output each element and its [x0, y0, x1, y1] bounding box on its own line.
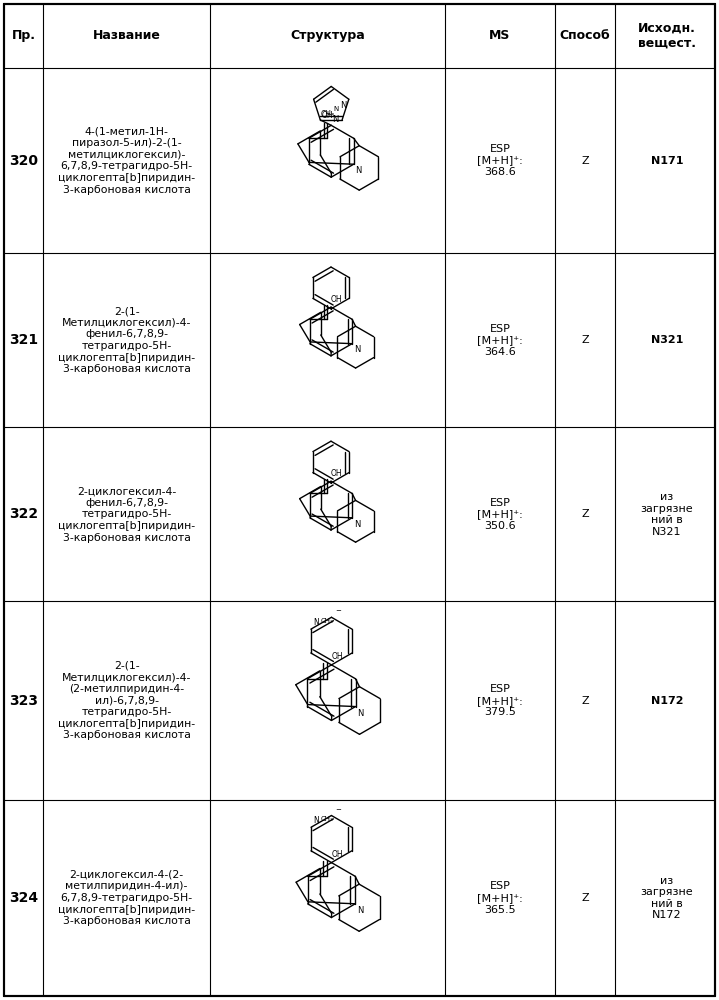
- Text: из
загрязне
ний в
N321: из загрязне ний в N321: [641, 492, 693, 537]
- Text: N: N: [313, 816, 319, 825]
- Text: Название: Название: [93, 29, 160, 42]
- Text: N: N: [333, 106, 339, 112]
- Text: 320: 320: [9, 154, 38, 168]
- Text: Z: Z: [582, 156, 589, 166]
- Text: Исходн.
вещест.: Исходн. вещест.: [638, 22, 696, 50]
- Text: ESP
[M+H]⁺:
350.6: ESP [M+H]⁺: 350.6: [477, 498, 523, 531]
- Text: Структура: Структура: [290, 29, 365, 42]
- Text: CH₃: CH₃: [321, 816, 334, 822]
- Text: Пр.: Пр.: [12, 29, 35, 42]
- Text: N: N: [355, 166, 362, 175]
- Text: 2-циклогексил-4-
фенил-6,7,8,9-
тетрагидро-5Н-
циклогепта[b]пиридин-
3-карбонова: 2-циклогексил-4- фенил-6,7,8,9- тетрагид…: [58, 486, 196, 543]
- Text: 321: 321: [9, 333, 38, 347]
- Text: N: N: [341, 101, 347, 110]
- Text: N172: N172: [651, 696, 683, 706]
- Text: ESP
[M+H]⁺:
365.5: ESP [M+H]⁺: 365.5: [477, 881, 523, 915]
- Text: Z: Z: [582, 893, 589, 903]
- Text: Способ: Способ: [560, 29, 610, 42]
- Text: Z: Z: [582, 335, 589, 345]
- Text: −: −: [335, 807, 342, 813]
- Text: 2-циклогексил-4-(2-
метилпиридин-4-ил)-
6,7,8,9-тетрагидро-5Н-
циклогепта[b]пири: 2-циклогексил-4-(2- метилпиридин-4-ил)- …: [58, 870, 196, 926]
- Text: Z: Z: [582, 696, 589, 706]
- Text: Z: Z: [582, 509, 589, 519]
- Text: N171: N171: [651, 156, 683, 166]
- Text: ESP
[M+H]⁺:
368.6: ESP [M+H]⁺: 368.6: [477, 144, 523, 177]
- Text: ESP
[M+H]⁺:
364.6: ESP [M+H]⁺: 364.6: [477, 324, 523, 357]
- Text: 2-(1-
Метилциклогексил)-4-
(2-метилпиридин-4-
ил)-6,7,8,9-
тетрагидро-5Н-
циклог: 2-(1- Метилциклогексил)-4- (2-метилпирид…: [58, 661, 196, 740]
- Text: −: −: [336, 608, 342, 614]
- Text: CH₃: CH₃: [320, 110, 334, 119]
- Text: N: N: [332, 115, 339, 124]
- Text: N321: N321: [651, 335, 683, 345]
- Text: 322: 322: [9, 507, 38, 521]
- Text: 324: 324: [9, 891, 38, 905]
- Text: OH: OH: [321, 111, 333, 120]
- Text: N: N: [354, 520, 360, 529]
- Text: из
загрязне
ний в
N172: из загрязне ний в N172: [641, 876, 693, 920]
- Text: OH: OH: [331, 850, 343, 859]
- Text: OH: OH: [331, 469, 342, 478]
- Text: N: N: [313, 618, 319, 627]
- Text: OH: OH: [331, 295, 342, 304]
- Text: OH: OH: [331, 652, 343, 661]
- Text: N: N: [357, 709, 364, 718]
- Text: ESP
[M+H]⁺:
379.5: ESP [M+H]⁺: 379.5: [477, 684, 523, 717]
- Text: 4-(1-метил-1Н-
пиразол-5-ил)-2-(1-
метилциклогексил)-
6,7,8,9-тетрагидро-5Н-
цик: 4-(1-метил-1Н- пиразол-5-ил)-2-(1- метил…: [58, 127, 196, 195]
- Text: MS: MS: [489, 29, 510, 42]
- Text: N: N: [354, 345, 360, 354]
- Text: N: N: [357, 906, 364, 915]
- Text: CH₃: CH₃: [321, 618, 334, 624]
- Text: 323: 323: [9, 694, 38, 708]
- Text: 2-(1-
Метилциклогексил)-4-
фенил-6,7,8,9-
тетрагидро-5Н-
циклогепта[b]пиридин-
3: 2-(1- Метилциклогексил)-4- фенил-6,7,8,9…: [58, 306, 196, 374]
